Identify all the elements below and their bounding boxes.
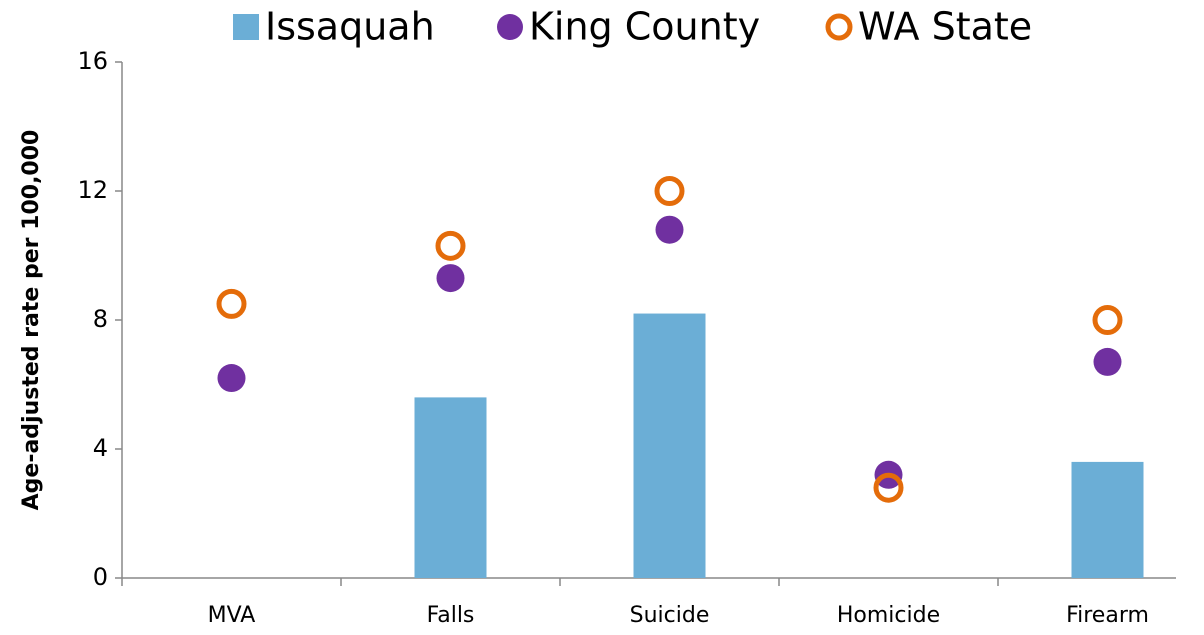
bar bbox=[414, 397, 487, 578]
x-tick-label: MVA bbox=[208, 603, 256, 628]
dot-marker bbox=[1093, 347, 1122, 376]
ring-marker bbox=[216, 288, 247, 319]
ring-marker bbox=[1092, 305, 1123, 335]
y-tick-label: 4 bbox=[93, 434, 108, 462]
dot-marker bbox=[655, 215, 684, 244]
y-tick-label: 16 bbox=[77, 47, 108, 75]
x-tick-label: Suicide bbox=[630, 603, 710, 628]
dot-marker bbox=[217, 364, 246, 393]
legend-swatch bbox=[825, 13, 853, 41]
legend-label: WA State bbox=[858, 5, 1032, 49]
y-tick-label: 0 bbox=[93, 563, 108, 591]
x-tick-label: Firearm bbox=[1066, 603, 1149, 628]
ring-marker bbox=[873, 472, 904, 503]
ring-marker bbox=[435, 230, 466, 261]
bar bbox=[1071, 461, 1144, 578]
bar bbox=[633, 313, 706, 578]
y-tick-label: 12 bbox=[77, 176, 108, 204]
legend-label: King County bbox=[529, 5, 760, 49]
legend-swatch bbox=[233, 14, 259, 40]
ring-marker bbox=[654, 176, 685, 206]
dot-marker bbox=[436, 264, 465, 293]
y-axis-label: Age-adjusted rate per 100,000 bbox=[19, 130, 44, 511]
y-tick-label: 8 bbox=[93, 305, 108, 333]
x-tick-label: Homicide bbox=[837, 603, 940, 628]
legend-label: Issaquah bbox=[265, 5, 435, 49]
legend-swatch bbox=[497, 14, 523, 40]
x-tick-label: Falls bbox=[427, 603, 475, 628]
